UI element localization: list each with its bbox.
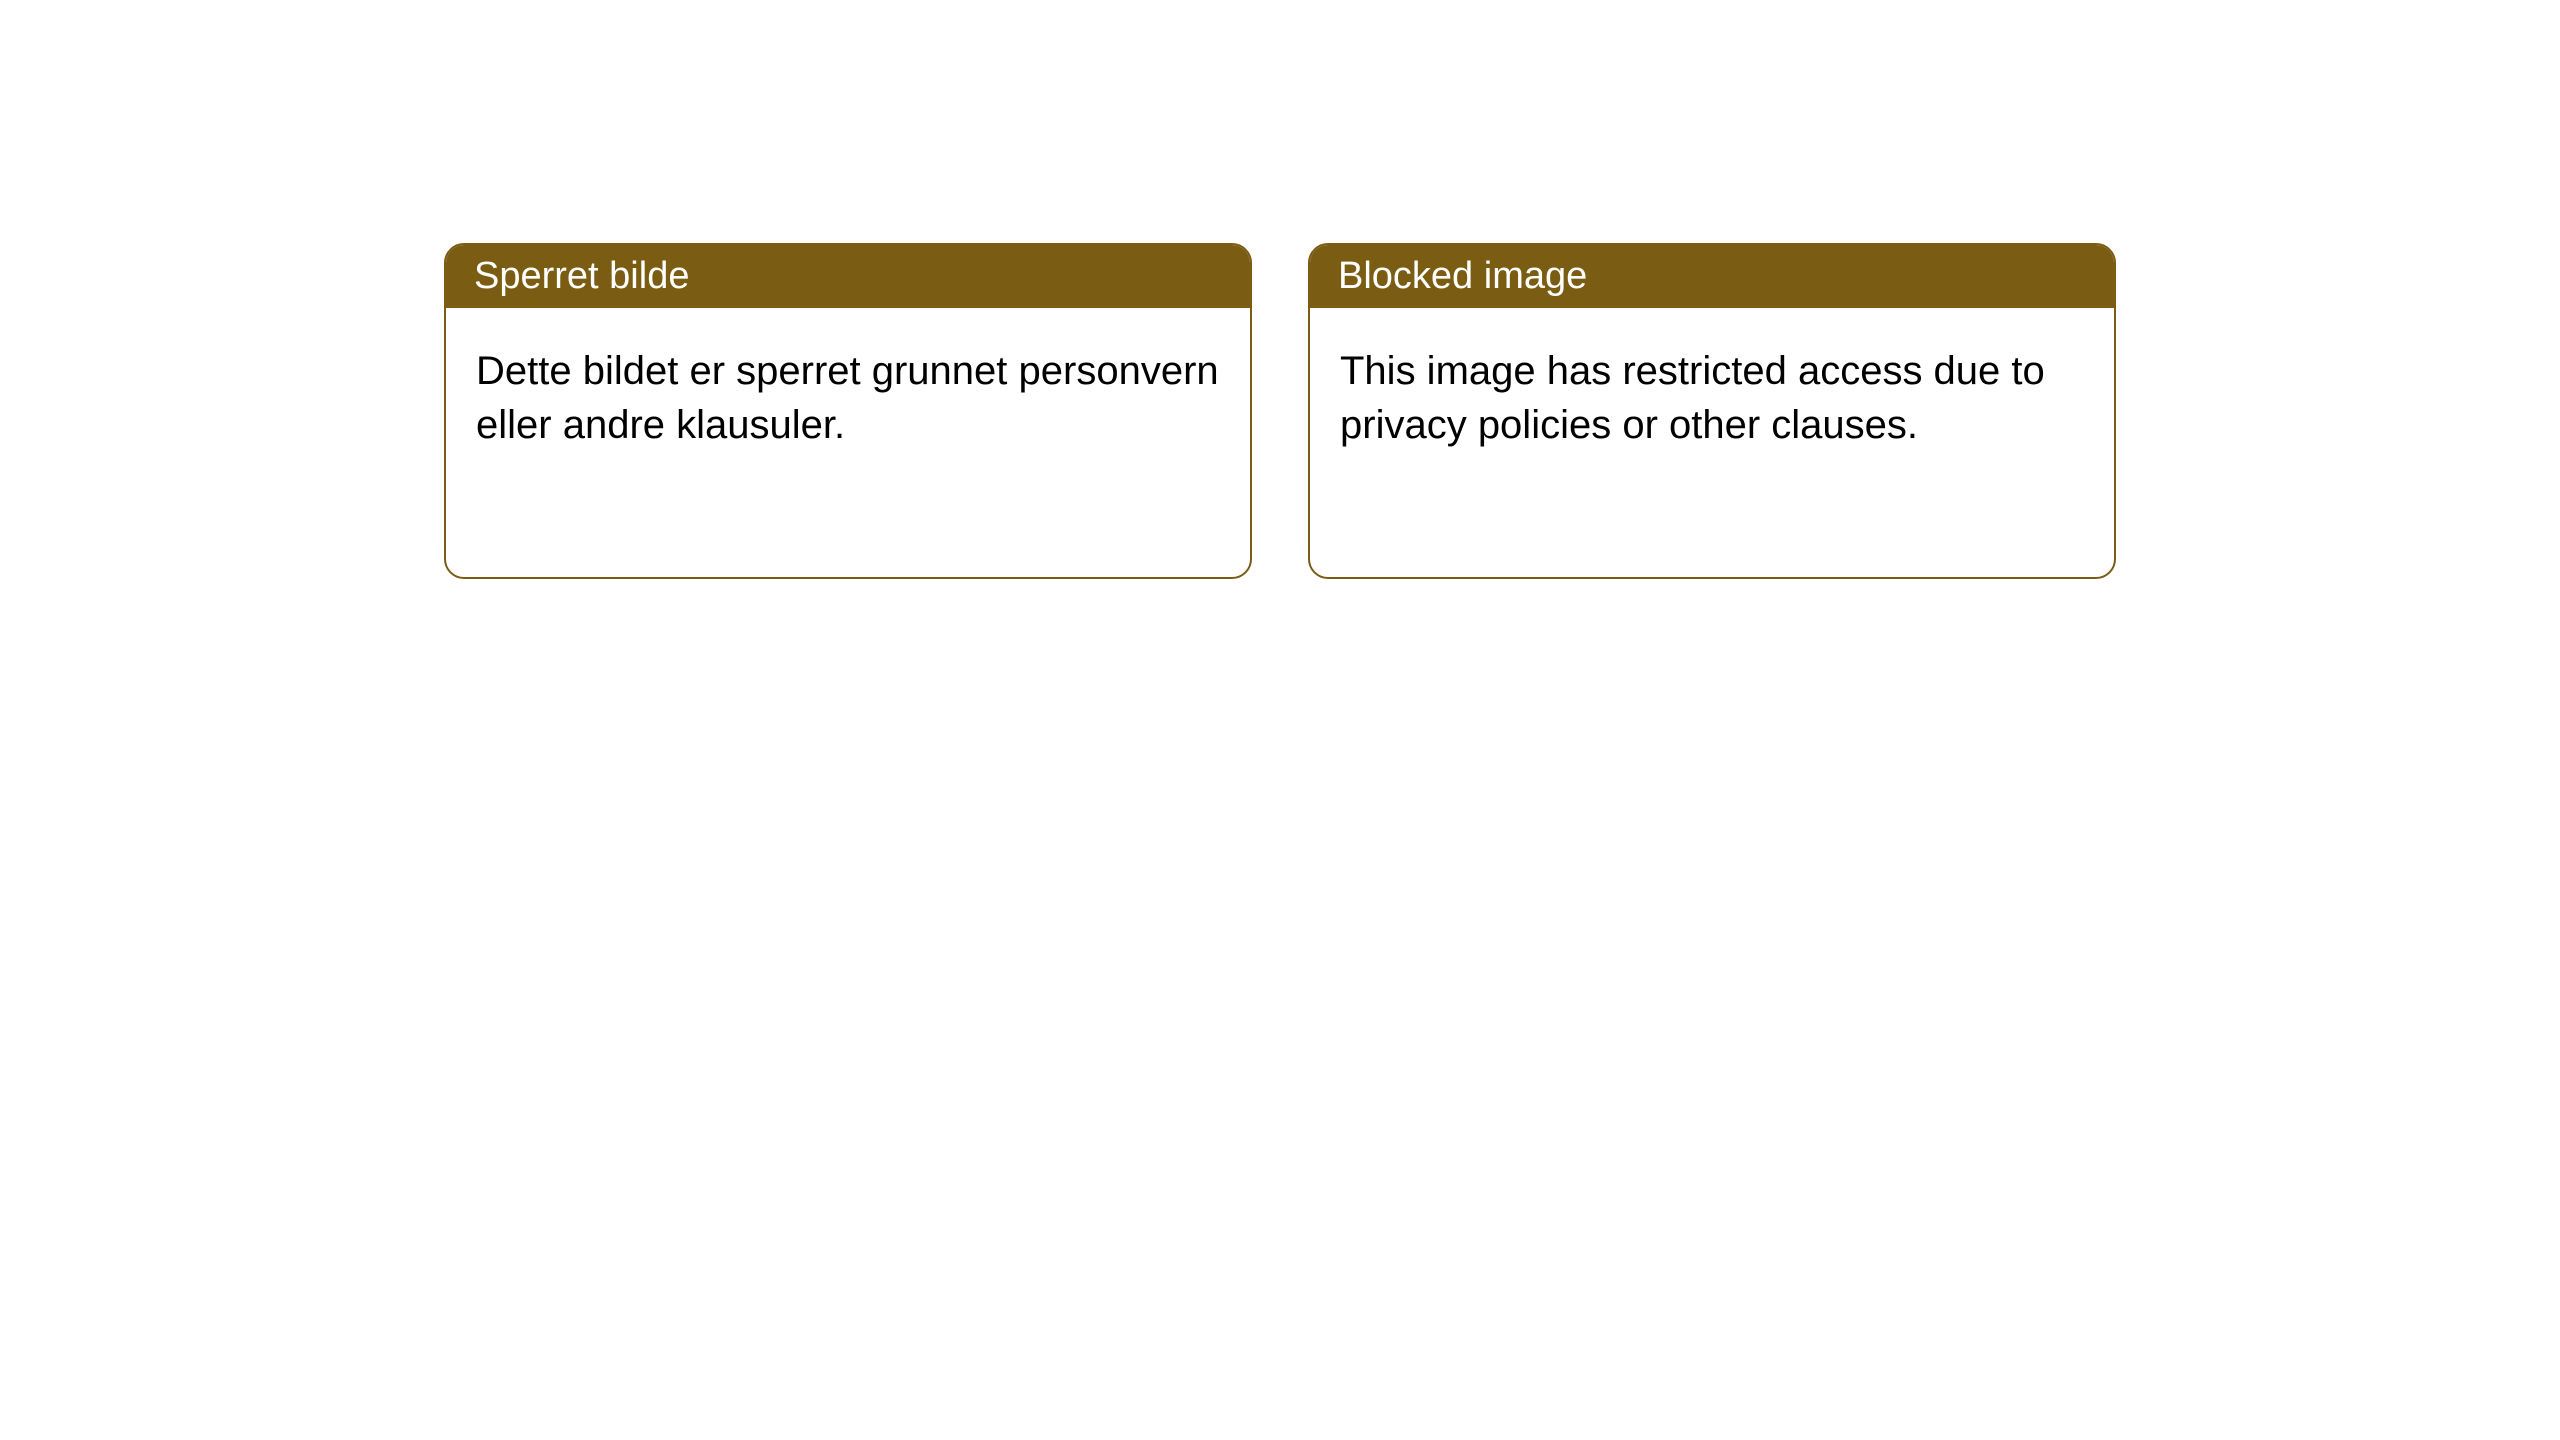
card-header-text: Blocked image xyxy=(1338,255,1587,297)
notice-card-norwegian: Sperret bilde Dette bildet er sperret gr… xyxy=(444,243,1252,579)
card-header: Blocked image xyxy=(1310,245,2114,308)
card-body: This image has restricted access due to … xyxy=(1310,308,2114,488)
notice-card-english: Blocked image This image has restricted … xyxy=(1308,243,2116,579)
card-header: Sperret bilde xyxy=(446,245,1250,308)
card-body-text: This image has restricted access due to … xyxy=(1340,349,2045,447)
card-header-text: Sperret bilde xyxy=(474,255,689,297)
notice-container: Sperret bilde Dette bildet er sperret gr… xyxy=(444,243,2116,579)
card-body-text: Dette bildet er sperret grunnet personve… xyxy=(476,349,1219,447)
card-body: Dette bildet er sperret grunnet personve… xyxy=(446,308,1250,488)
